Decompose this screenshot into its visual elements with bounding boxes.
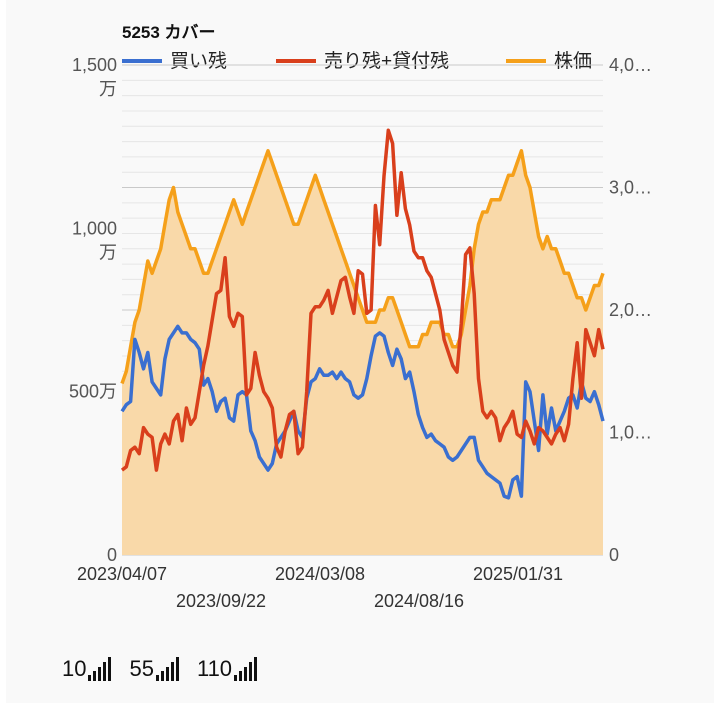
range-buttons: 10 55 110 [62, 647, 258, 681]
left-tick-line: 500万 [69, 382, 117, 402]
left-tick-line: 万 [99, 242, 117, 262]
left-tick-label: 0 [107, 545, 117, 565]
left-tick-line: 0 [107, 545, 117, 565]
left-tick-line: 1,500 [72, 55, 117, 75]
plot-area [120, 128, 605, 556]
x-tick-label: 2024/03/08 [275, 564, 365, 584]
price-area [122, 150, 603, 556]
legend-label: 株価 [554, 50, 592, 72]
legend-label: 売り残+貸付残 [324, 50, 449, 72]
right-tick-label: 4,0… [609, 55, 652, 75]
right-tick-label: 0 [609, 545, 619, 565]
x-axis: 2023/04/07 2024/03/08 2025/01/31 2023/09/22… [77, 564, 563, 611]
range-button-label: 10 [62, 656, 87, 681]
right-tick-label: 1,0… [609, 423, 652, 443]
signal-bars-icon [88, 657, 112, 681]
x-tick-label: 2024/08/16 [374, 591, 464, 611]
right-tick-label: 2,0… [609, 300, 652, 320]
range-button-110[interactable]: 110 [196, 656, 258, 681]
range-button-label: 55 [129, 656, 154, 681]
chart-card: 5253 カバー 買い残 売り残+貸付残 株価 0 500万 1,000 万 1,500 万 … [6, 0, 714, 703]
legend: 買い残 売り残+貸付残 株価 [122, 50, 592, 72]
right-tick-label: 3,0… [609, 178, 652, 198]
legend-label: 買い残 [170, 50, 227, 72]
left-tick-label: 1,500 万 [72, 55, 117, 99]
signal-bars-icon [234, 657, 258, 681]
range-button-55[interactable]: 55 [129, 656, 179, 681]
left-tick-line: 万 [99, 79, 117, 99]
right-axis: 0 1,0… 2,0… 3,0… 4,0… [609, 55, 652, 565]
chart-title: 5253 カバー [122, 23, 216, 42]
range-button-10[interactable]: 10 [62, 656, 112, 681]
x-tick-label: 2023/04/07 [77, 564, 167, 584]
x-tick-label: 2023/09/22 [176, 591, 266, 611]
x-tick-label: 2025/01/31 [473, 564, 563, 584]
series-line-price [120, 149, 605, 385]
left-tick-label: 500万 [69, 382, 117, 402]
left-axis: 0 500万 1,000 万 1,500 万 [69, 55, 117, 565]
series-line-sell [120, 128, 605, 472]
left-tick-label: 1,000 万 [72, 218, 117, 262]
range-button-label: 110 [196, 656, 233, 681]
signal-bars-icon [155, 657, 179, 681]
left-tick-line: 1,000 [72, 218, 117, 238]
